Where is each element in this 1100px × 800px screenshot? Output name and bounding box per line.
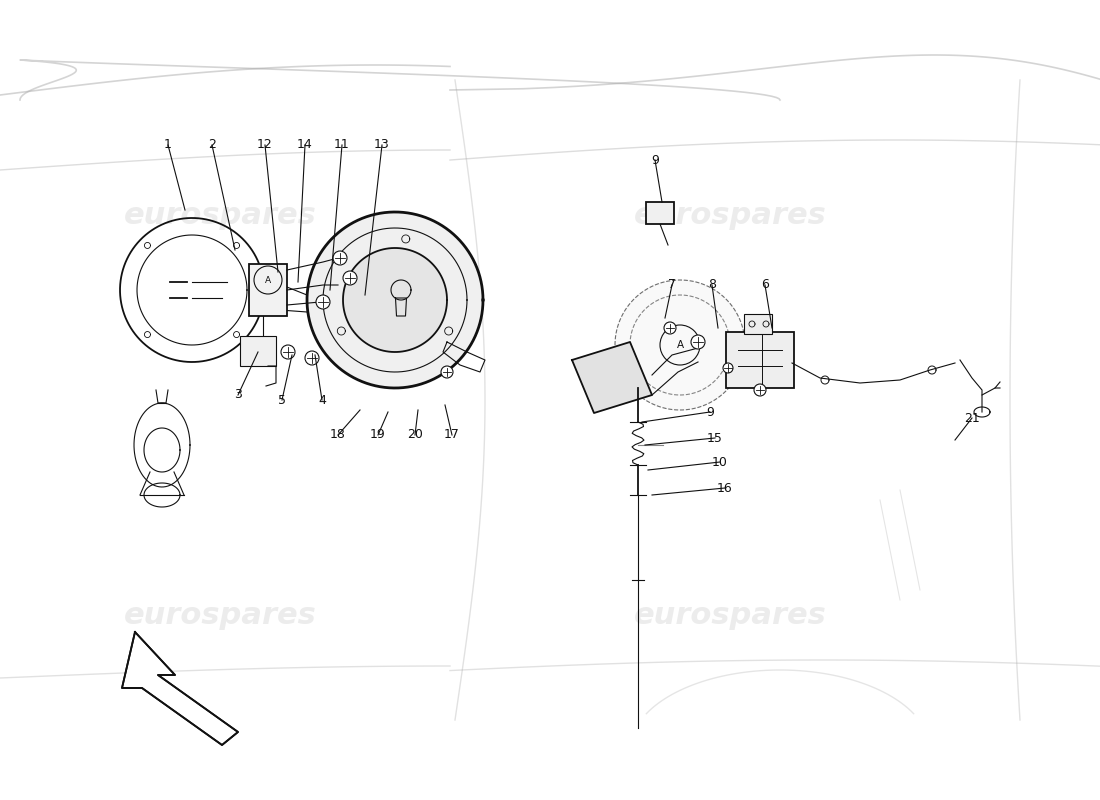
Text: 8: 8 (708, 278, 716, 291)
Circle shape (305, 351, 319, 365)
Text: 10: 10 (712, 455, 728, 469)
Text: 9: 9 (706, 406, 714, 418)
Polygon shape (615, 280, 745, 410)
FancyBboxPatch shape (726, 332, 794, 388)
Polygon shape (343, 248, 447, 352)
Text: 13: 13 (374, 138, 389, 151)
FancyBboxPatch shape (744, 314, 772, 334)
Circle shape (441, 366, 453, 378)
Text: 17: 17 (444, 429, 460, 442)
FancyBboxPatch shape (646, 202, 674, 224)
Text: eurospares: eurospares (634, 201, 826, 230)
Text: 4: 4 (318, 394, 326, 406)
Text: 11: 11 (334, 138, 350, 151)
FancyBboxPatch shape (240, 336, 276, 366)
Text: 20: 20 (407, 429, 422, 442)
Circle shape (280, 345, 295, 359)
Circle shape (333, 251, 346, 265)
Polygon shape (572, 342, 652, 413)
Text: 1: 1 (164, 138, 172, 151)
Text: 14: 14 (297, 138, 312, 151)
Text: 12: 12 (257, 138, 273, 151)
Polygon shape (307, 212, 483, 388)
FancyBboxPatch shape (249, 264, 287, 316)
Text: 5: 5 (278, 394, 286, 406)
Text: eurospares: eurospares (123, 601, 317, 630)
Circle shape (754, 384, 766, 396)
Text: 6: 6 (761, 278, 769, 291)
Circle shape (343, 271, 358, 285)
Text: A: A (265, 275, 271, 285)
Circle shape (723, 363, 733, 373)
Text: eurospares: eurospares (634, 601, 826, 630)
Text: 3: 3 (234, 389, 242, 402)
Circle shape (691, 335, 705, 349)
Text: A: A (676, 340, 683, 350)
Text: 15: 15 (707, 431, 723, 445)
Circle shape (664, 322, 676, 334)
Text: 16: 16 (717, 482, 733, 494)
Circle shape (316, 295, 330, 309)
Text: eurospares: eurospares (123, 201, 317, 230)
Polygon shape (122, 632, 238, 745)
Text: 18: 18 (330, 429, 345, 442)
Text: 21: 21 (964, 411, 980, 425)
Text: 7: 7 (668, 278, 676, 291)
Text: 19: 19 (370, 429, 386, 442)
Text: 2: 2 (208, 138, 216, 151)
Text: 9: 9 (651, 154, 659, 166)
